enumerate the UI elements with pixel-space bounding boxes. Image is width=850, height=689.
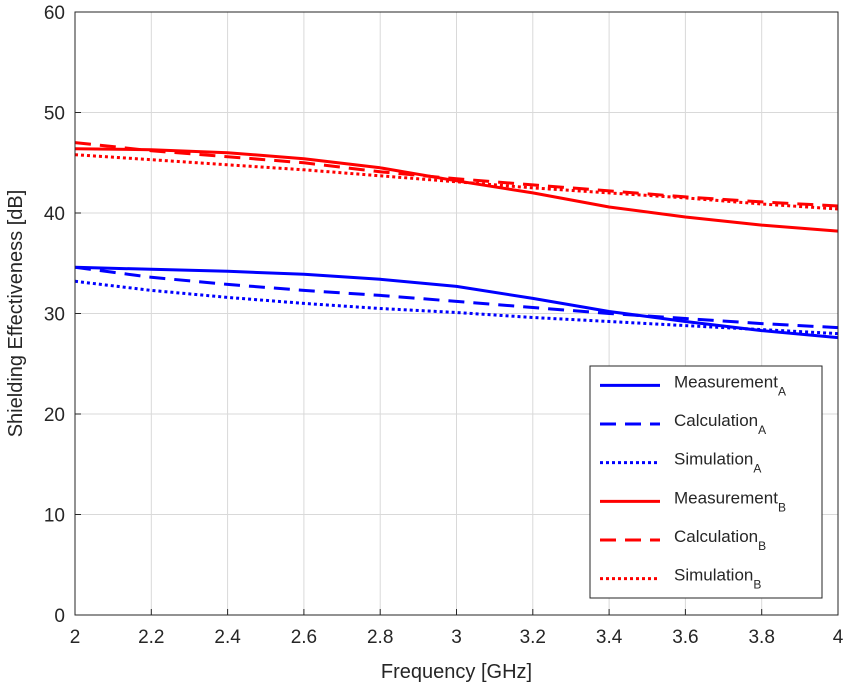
legend-entry: CalculationA (674, 411, 766, 437)
series-line-calculation-a (74, 265, 839, 330)
legend-entry: SimulationB (674, 566, 761, 592)
legend: MeasurementACalculationASimulationAMeasu… (589, 365, 823, 599)
series-line-simulation-b (74, 153, 839, 211)
legend-label: Calculation (674, 527, 758, 546)
legend-subscript: B (778, 500, 786, 514)
x-tick-label: 2 (70, 627, 81, 648)
legend-entry: MeasurementA (674, 372, 786, 398)
y-tick-label: 50 (44, 104, 65, 125)
legend-subscript: B (758, 539, 766, 553)
y-tick-label: 0 (54, 606, 65, 627)
y-tick-label: 30 (44, 305, 65, 326)
legend-entry: MeasurementB (674, 488, 786, 514)
legend-label: Calculation (674, 411, 758, 430)
x-tick-label: 2.4 (214, 627, 241, 648)
x-tick-label: 3.4 (596, 627, 623, 648)
series-line-measurement-a (74, 265, 839, 340)
legend-subscript: A (778, 384, 786, 398)
x-axis-label: Frequency [GHz] (381, 661, 532, 683)
x-tick-label: 3.6 (672, 627, 698, 648)
legend-entry: SimulationA (674, 450, 761, 476)
y-axis-label: Shielding Effectiveness [dB] (5, 190, 27, 438)
y-tick-label: 10 (44, 506, 65, 527)
legend-entry: CalculationB (674, 527, 766, 553)
x-tick-label: 2.2 (138, 627, 164, 648)
legend-subscript: B (753, 578, 761, 592)
x-tick-label: 3.8 (748, 627, 774, 648)
x-tick-label: 4 (833, 627, 844, 648)
legend-box (589, 365, 823, 599)
series-line-simulation-a (74, 279, 839, 336)
x-tick-label: 2.6 (291, 627, 317, 648)
legend-label: Measurement (674, 488, 778, 507)
legend-label: Simulation (674, 566, 753, 585)
series-line-measurement-b (74, 147, 839, 233)
y-tick-label: 60 (44, 3, 65, 24)
x-tick-label: 2.8 (367, 627, 393, 648)
legend-subscript: A (753, 462, 761, 476)
legend-label: Measurement (674, 372, 778, 391)
x-tick-label: 3.2 (520, 627, 546, 648)
x-tick-label: 3 (451, 627, 462, 648)
series-lines (74, 141, 839, 340)
legend-label: Simulation (674, 450, 753, 469)
y-tick-label: 20 (44, 405, 65, 426)
y-tick-label: 40 (44, 204, 65, 225)
legend-subscript: A (758, 423, 766, 437)
